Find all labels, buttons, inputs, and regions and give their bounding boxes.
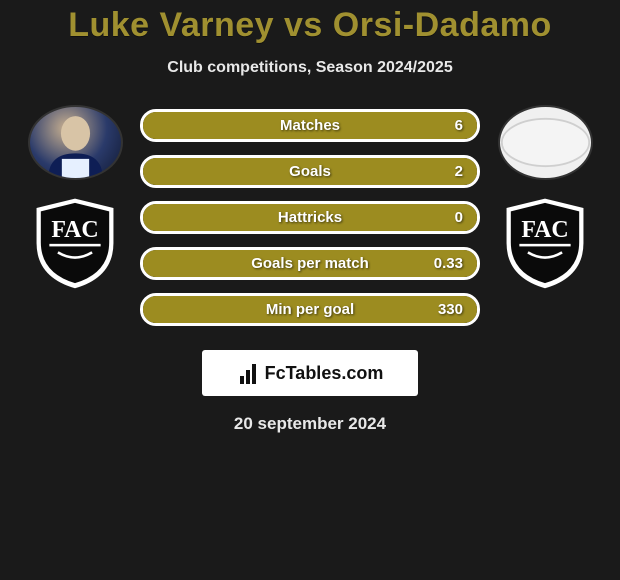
stats-bars: Matches 6 Goals 2 Hattricks 0 Goals per … — [140, 99, 480, 326]
page-title: Luke Varney vs Orsi-Dadamo — [0, 6, 620, 45]
subtitle: Club competitions, Season 2024/2025 — [0, 59, 620, 77]
stat-value: 0 — [455, 209, 463, 226]
shield-icon: FAC — [502, 196, 588, 290]
left-column: FAC — [14, 99, 136, 292]
bar-chart-icon — [237, 362, 259, 384]
stat-bar-matches: Matches 6 — [140, 109, 480, 142]
stat-label: Min per goal — [266, 301, 354, 318]
player-silhouette-icon — [30, 105, 121, 180]
svg-text:FAC: FAC — [51, 217, 98, 243]
stat-label: Hattricks — [278, 209, 342, 226]
club-badge-left: FAC — [28, 194, 123, 292]
stat-value: 6 — [455, 117, 463, 134]
date-text: 20 september 2024 — [0, 414, 620, 434]
stat-label: Goals — [289, 163, 331, 180]
svg-text:FAC: FAC — [521, 217, 568, 243]
stat-value: 330 — [438, 301, 463, 318]
branding-text: FcTables.com — [265, 363, 384, 384]
stat-value: 0.33 — [434, 255, 463, 272]
right-column: FAC — [484, 99, 606, 292]
stat-label: Matches — [280, 117, 340, 134]
stat-value: 2 — [455, 163, 463, 180]
stat-bar-goals: Goals 2 — [140, 155, 480, 188]
content-row: FAC Matches 6 Goals 2 Hattricks 0 — [0, 99, 620, 326]
shield-icon: FAC — [32, 196, 118, 290]
stat-bar-goals-per-match: Goals per match 0.33 — [140, 247, 480, 280]
comparison-widget: Luke Varney vs Orsi-Dadamo Club competit… — [0, 0, 620, 434]
player-photo-right — [498, 105, 593, 180]
stat-bar-min-per-goal: Min per goal 330 — [140, 293, 480, 326]
player-photo-left — [28, 105, 123, 180]
stat-label: Goals per match — [251, 255, 369, 272]
club-badge-right: FAC — [498, 194, 593, 292]
placeholder-ellipse-icon — [500, 115, 591, 170]
stat-bar-hattricks: Hattricks 0 — [140, 201, 480, 234]
branding-badge[interactable]: FcTables.com — [202, 350, 418, 396]
